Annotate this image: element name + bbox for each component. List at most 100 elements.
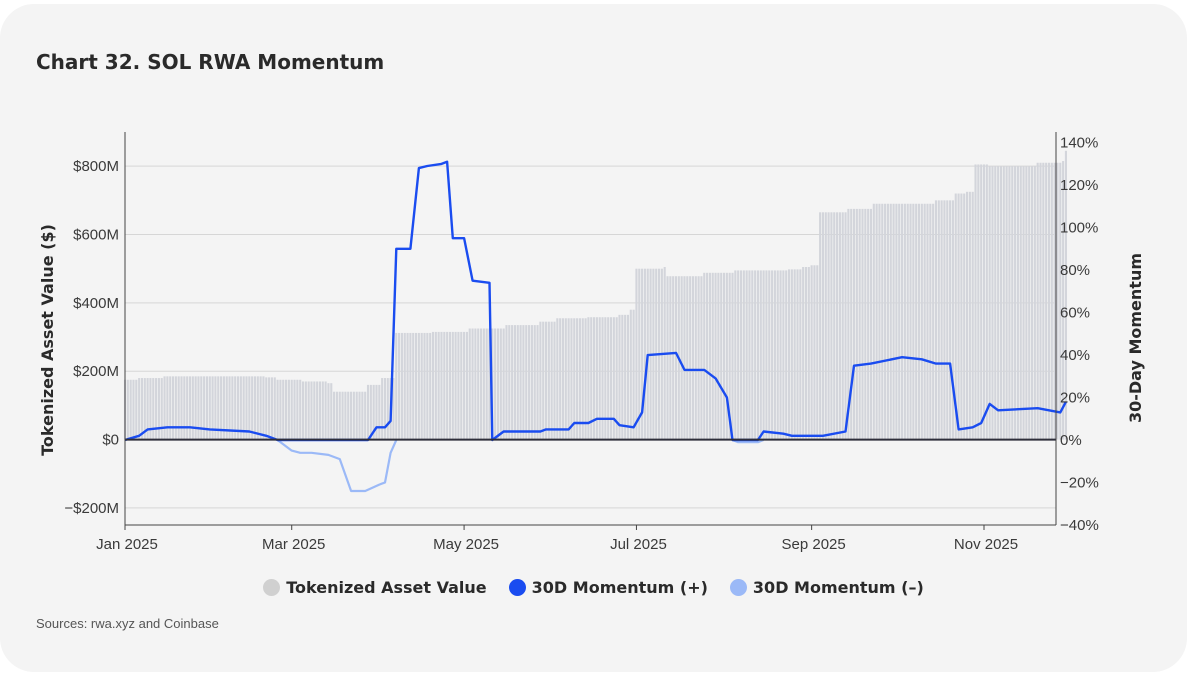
bar bbox=[547, 321, 550, 440]
bar bbox=[398, 332, 401, 440]
bar bbox=[971, 191, 974, 440]
bar bbox=[239, 376, 242, 440]
bar bbox=[768, 270, 771, 440]
bar bbox=[804, 266, 808, 440]
bar bbox=[912, 203, 915, 440]
bar bbox=[564, 318, 567, 440]
bar bbox=[542, 321, 545, 440]
bar bbox=[556, 318, 559, 440]
bar bbox=[864, 208, 867, 440]
bar bbox=[759, 270, 762, 440]
bar bbox=[621, 314, 624, 440]
legend-swatch bbox=[508, 579, 526, 596]
bar bbox=[485, 328, 488, 440]
bar bbox=[248, 376, 251, 440]
bar bbox=[352, 391, 355, 440]
bar bbox=[1002, 166, 1005, 440]
bar bbox=[406, 332, 409, 440]
bar bbox=[926, 203, 929, 440]
legend-item-asset-value[interactable]: Tokenized Asset Value bbox=[263, 578, 487, 597]
bar bbox=[686, 276, 689, 440]
bar bbox=[251, 376, 254, 440]
bar bbox=[940, 200, 943, 440]
bar bbox=[208, 376, 211, 440]
bar bbox=[915, 203, 918, 440]
x-axis-ticks: Jan 2025 Mar 2025 May 2025 Jul 2025 Sep 2025… bbox=[96, 525, 1018, 553]
bar bbox=[502, 328, 505, 440]
bar bbox=[361, 391, 364, 440]
bar bbox=[756, 270, 759, 440]
bar bbox=[479, 328, 483, 440]
bar bbox=[513, 325, 516, 440]
bar bbox=[567, 318, 570, 440]
bar bbox=[974, 164, 977, 440]
bar bbox=[414, 332, 418, 440]
bar bbox=[197, 376, 200, 440]
bar bbox=[463, 331, 466, 440]
bar bbox=[400, 332, 403, 440]
bar bbox=[751, 270, 754, 440]
bar bbox=[222, 376, 225, 440]
bar bbox=[869, 208, 873, 440]
bar bbox=[265, 377, 268, 440]
bar bbox=[884, 203, 887, 440]
bar bbox=[598, 317, 601, 440]
bar bbox=[689, 276, 692, 440]
bar bbox=[443, 331, 446, 440]
bar bbox=[369, 384, 372, 440]
bar bbox=[350, 391, 353, 440]
bar bbox=[1014, 166, 1017, 440]
bar bbox=[932, 203, 935, 440]
x-tick-label: Jul 2025 bbox=[610, 536, 667, 553]
bar bbox=[378, 384, 381, 440]
bar bbox=[324, 381, 327, 440]
bar bbox=[977, 164, 980, 440]
left-tick-label: $400M bbox=[73, 295, 119, 312]
bar bbox=[847, 208, 850, 440]
bar bbox=[366, 384, 370, 440]
bar bbox=[748, 270, 751, 440]
bar bbox=[624, 314, 627, 440]
bar bbox=[889, 203, 892, 440]
legend-item-momentum-negative[interactable]: 30D Momentum (–) bbox=[729, 578, 924, 597]
bar bbox=[739, 270, 743, 440]
bar bbox=[725, 272, 728, 440]
bar bbox=[604, 317, 607, 440]
bar bbox=[236, 376, 240, 440]
bar bbox=[954, 193, 957, 440]
right-tick-label: −40% bbox=[1060, 517, 1099, 534]
bar bbox=[316, 381, 319, 440]
bar bbox=[593, 317, 596, 440]
bar bbox=[830, 212, 833, 440]
bar bbox=[234, 376, 237, 440]
bar bbox=[988, 166, 991, 440]
bar bbox=[174, 376, 177, 440]
left-tick-label: $600M bbox=[73, 227, 119, 244]
legend-item-momentum-positive[interactable]: 30D Momentum (+) bbox=[508, 578, 708, 597]
bar bbox=[776, 270, 779, 440]
bar bbox=[742, 270, 745, 440]
bar bbox=[796, 269, 799, 440]
bar bbox=[409, 332, 412, 440]
bar bbox=[318, 381, 322, 440]
bar bbox=[570, 318, 573, 440]
bar bbox=[581, 318, 584, 440]
bar bbox=[347, 391, 350, 440]
bar bbox=[838, 212, 841, 440]
bar bbox=[180, 376, 183, 440]
bar bbox=[1019, 166, 1022, 440]
bar bbox=[674, 276, 678, 440]
bar bbox=[335, 391, 338, 440]
bar bbox=[728, 272, 731, 440]
bar bbox=[494, 328, 497, 440]
bar bbox=[807, 266, 810, 440]
bar bbox=[355, 391, 358, 440]
bar bbox=[827, 212, 830, 440]
bar bbox=[991, 166, 994, 440]
bar bbox=[321, 381, 324, 440]
bar bbox=[612, 317, 615, 440]
bar bbox=[771, 270, 774, 440]
bar bbox=[722, 272, 726, 440]
bar bbox=[666, 276, 669, 440]
